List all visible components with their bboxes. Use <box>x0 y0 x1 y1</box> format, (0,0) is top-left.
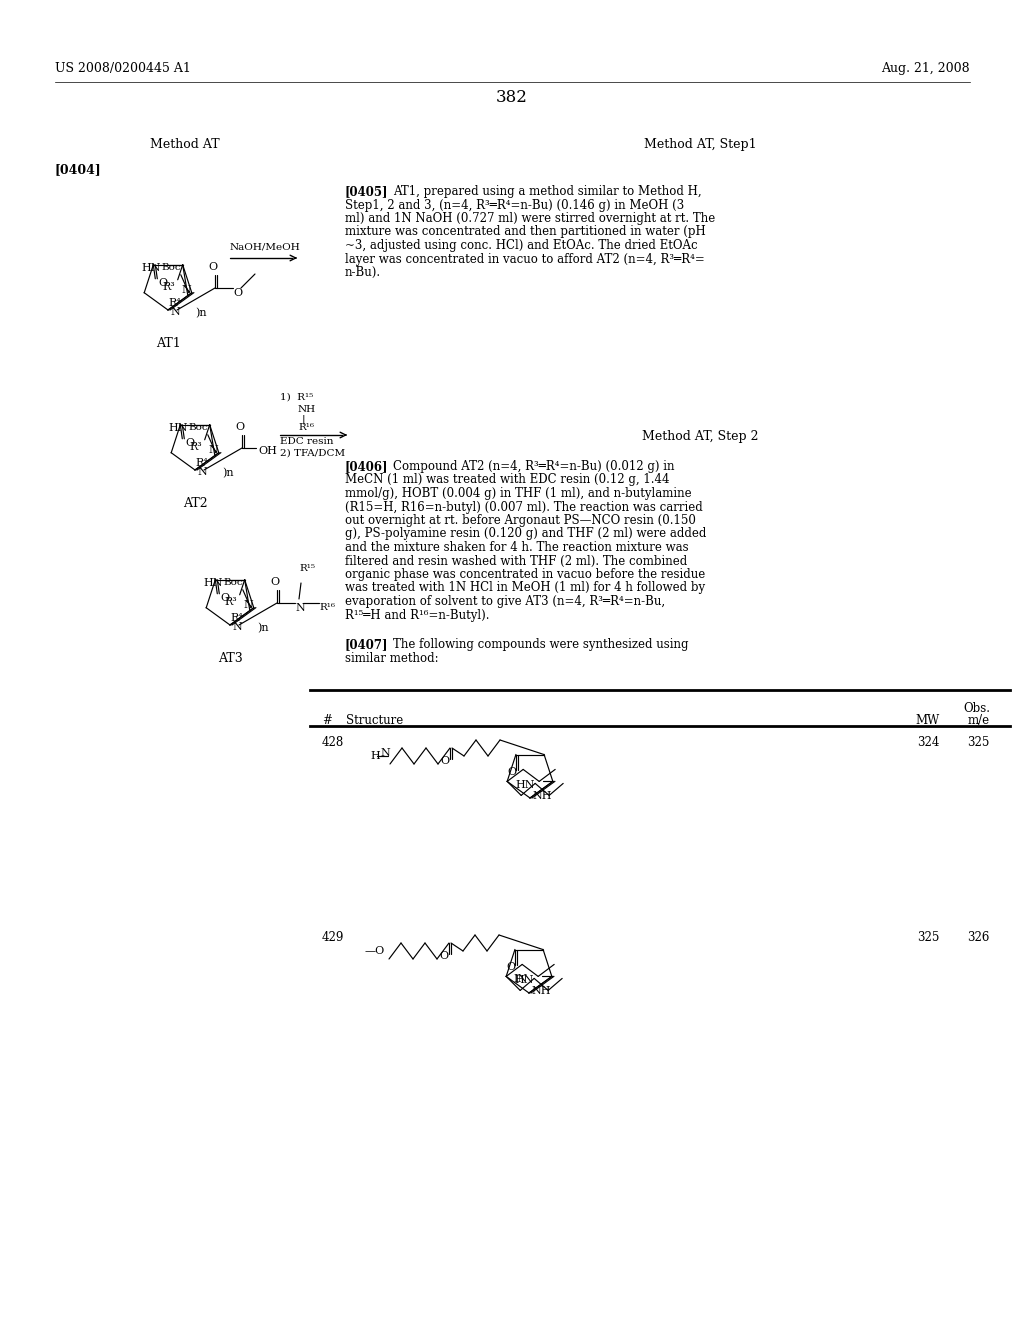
Text: O: O <box>440 756 450 766</box>
Text: R⁴: R⁴ <box>168 298 180 308</box>
Text: ml) and 1N NaOH (0.727 ml) were stirred overnight at rt. The: ml) and 1N NaOH (0.727 ml) were stirred … <box>345 213 715 224</box>
Text: IN: IN <box>514 974 528 983</box>
Text: Boc: Boc <box>161 263 181 272</box>
Text: O: O <box>507 767 516 776</box>
Text: R¹⁶: R¹⁶ <box>319 603 335 612</box>
Text: mixture was concentrated and then partitioned in water (pH: mixture was concentrated and then partit… <box>345 226 706 239</box>
Text: evaporation of solvent to give AT3 (n=4, R³═R⁴=n-Bu,: evaporation of solvent to give AT3 (n=4,… <box>345 595 666 609</box>
Text: NH: NH <box>532 791 552 801</box>
Text: filtered and resin washed with THF (2 ml). The combined: filtered and resin washed with THF (2 ml… <box>345 554 687 568</box>
Text: AT2: AT2 <box>182 498 207 510</box>
Text: 325: 325 <box>918 931 940 944</box>
Text: Boc: Boc <box>188 424 208 432</box>
Text: N: N <box>170 308 180 317</box>
Text: NH: NH <box>298 405 316 414</box>
Text: 324: 324 <box>918 737 940 748</box>
Text: )n: )n <box>222 467 233 478</box>
Text: g), PS-polyamine resin (0.120 g) and THF (2 ml) were added: g), PS-polyamine resin (0.120 g) and THF… <box>345 528 707 540</box>
Text: [0404]: [0404] <box>55 162 101 176</box>
Text: Method AT, Step 2: Method AT, Step 2 <box>642 430 758 444</box>
Text: Obs.: Obs. <box>963 702 990 715</box>
Text: [0405]: [0405] <box>345 185 388 198</box>
Text: [0406]: [0406] <box>345 459 388 473</box>
Text: 2) TFA/DCM: 2) TFA/DCM <box>280 449 345 458</box>
Text: HN: HN <box>141 263 161 273</box>
Text: Method AT: Method AT <box>151 139 220 150</box>
Text: EDC resin: EDC resin <box>280 437 334 446</box>
Text: HN: HN <box>168 422 187 433</box>
Text: AT1, prepared using a method similar to Method H,: AT1, prepared using a method similar to … <box>393 185 701 198</box>
Text: )n: )n <box>257 623 268 634</box>
Text: m/e: m/e <box>968 714 990 727</box>
Text: O: O <box>439 950 449 961</box>
Text: 325: 325 <box>968 737 990 748</box>
Text: )n: )n <box>195 308 207 318</box>
Text: similar method:: similar method: <box>345 652 438 664</box>
Text: O: O <box>185 438 195 447</box>
Text: US 2008/0200445 A1: US 2008/0200445 A1 <box>55 62 190 75</box>
Text: |: | <box>301 414 305 424</box>
Text: 1)  R¹⁵: 1) R¹⁵ <box>280 393 313 403</box>
Text: Boc: Boc <box>223 578 243 587</box>
Text: 382: 382 <box>496 88 528 106</box>
Text: —O: —O <box>365 946 385 956</box>
Text: O: O <box>506 961 515 972</box>
Text: NaOH/MeOH: NaOH/MeOH <box>229 242 300 251</box>
Text: O: O <box>236 422 245 432</box>
Text: R¹⁵: R¹⁵ <box>299 564 315 573</box>
Text: out overnight at rt. before Argonaut PS—NCO resin (0.150: out overnight at rt. before Argonaut PS—… <box>345 513 696 527</box>
Text: Step1, 2 and 3, (n=4, R³═R⁴=n-Bu) (0.146 g) in MeOH (3: Step1, 2 and 3, (n=4, R³═R⁴=n-Bu) (0.146… <box>345 198 684 211</box>
Text: was treated with 1N HCl in MeOH (1 ml) for 4 h followed by: was treated with 1N HCl in MeOH (1 ml) f… <box>345 582 706 594</box>
Text: Method AT, Step1: Method AT, Step1 <box>644 139 757 150</box>
Text: MW: MW <box>915 714 940 727</box>
Text: R³: R³ <box>189 442 202 451</box>
Text: N: N <box>209 445 219 454</box>
Text: Aug. 21, 2008: Aug. 21, 2008 <box>882 62 970 75</box>
Text: R¹⁵═H and R¹⁶=n-Butyl).: R¹⁵═H and R¹⁶=n-Butyl). <box>345 609 489 622</box>
Text: N: N <box>197 467 207 477</box>
Text: and the mixture shaken for 4 h. The reaction mixture was: and the mixture shaken for 4 h. The reac… <box>345 541 688 554</box>
Text: R⁴: R⁴ <box>230 612 243 623</box>
Text: N: N <box>380 748 390 758</box>
Text: 326: 326 <box>968 931 990 944</box>
Text: R¹⁶: R¹⁶ <box>298 422 314 432</box>
Text: layer was concentrated in vacuo to afford AT2 (n=4, R³═R⁴=: layer was concentrated in vacuo to affor… <box>345 252 705 265</box>
Text: ~3, adjusted using conc. HCl) and EtOAc. The dried EtOAc: ~3, adjusted using conc. HCl) and EtOAc.… <box>345 239 697 252</box>
Text: AT1: AT1 <box>156 337 180 350</box>
Text: Compound AT2 (n=4, R³═R⁴=n-Bu) (0.012 g) in: Compound AT2 (n=4, R³═R⁴=n-Bu) (0.012 g)… <box>393 459 675 473</box>
Text: 429: 429 <box>322 931 344 944</box>
Text: Structure: Structure <box>346 714 403 727</box>
Text: R⁴: R⁴ <box>195 458 208 467</box>
Text: N: N <box>232 622 242 632</box>
Text: #: # <box>322 714 332 727</box>
Text: O: O <box>233 288 242 298</box>
Text: n-Bu).: n-Bu). <box>345 267 381 279</box>
Text: HN: HN <box>514 975 534 986</box>
Text: R³: R³ <box>224 597 237 607</box>
Text: [0407]: [0407] <box>345 638 388 651</box>
Text: OH: OH <box>258 446 276 455</box>
Text: mmol/g), HOBT (0.004 g) in THF (1 ml), and n-butylamine: mmol/g), HOBT (0.004 g) in THF (1 ml), a… <box>345 487 691 500</box>
Text: N: N <box>244 599 254 610</box>
Text: NH: NH <box>531 986 551 997</box>
Text: N: N <box>295 603 305 612</box>
Text: HN: HN <box>515 780 535 791</box>
Text: O: O <box>270 577 280 587</box>
Text: (R15=H, R16=n-butyl) (0.007 ml). The reaction was carried: (R15=H, R16=n-butyl) (0.007 ml). The rea… <box>345 500 702 513</box>
Text: MeCN (1 ml) was treated with EDC resin (0.12 g, 1.44: MeCN (1 ml) was treated with EDC resin (… <box>345 474 670 487</box>
Text: H: H <box>370 751 380 762</box>
Text: O: O <box>220 593 229 603</box>
Text: AT3: AT3 <box>218 652 243 665</box>
Text: O: O <box>159 277 168 288</box>
Text: organic phase was concentrated in vacuo before the residue: organic phase was concentrated in vacuo … <box>345 568 706 581</box>
Text: HN: HN <box>203 578 222 587</box>
Text: R³: R³ <box>162 281 175 292</box>
Text: N: N <box>182 285 191 294</box>
Text: The following compounds were synthesized using: The following compounds were synthesized… <box>393 638 688 651</box>
Text: 428: 428 <box>322 737 344 748</box>
Text: O: O <box>209 261 217 272</box>
